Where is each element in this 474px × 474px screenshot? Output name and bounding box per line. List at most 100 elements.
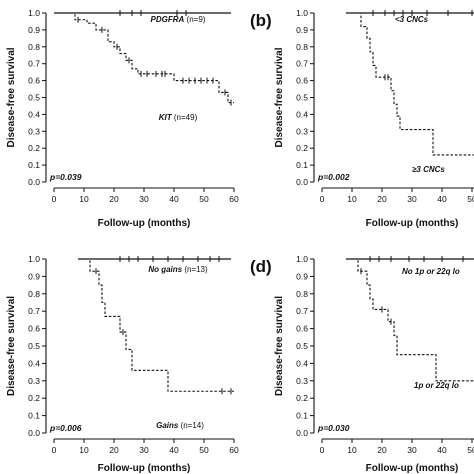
series-name: PDGFRA <box>151 15 185 24</box>
x-tick-label: 10 <box>79 445 89 455</box>
y-tick-label: 0.3 <box>296 126 308 136</box>
y-tick-label: 0.5 <box>296 341 308 351</box>
survival-curve-dashed <box>63 12 234 104</box>
y-tick-label: 0.6 <box>28 76 40 86</box>
survival-curve-dashed <box>87 258 234 392</box>
x-tick-label: 30 <box>407 194 417 204</box>
km-panel-2: (b) 0.0 0.1 0.2 0.3 0.4 0.5 0.6 0.7 0.8 0.9 1.0 0 10 2… <box>250 8 474 229</box>
y-tick-label: 0.9 <box>296 271 308 281</box>
x-tick-label: 30 <box>139 194 149 204</box>
x-tick-label: 50 <box>199 194 209 204</box>
y-tick-label: 1.0 <box>28 8 40 18</box>
y-tick-label: 0.6 <box>296 324 308 334</box>
x-tick-label: 20 <box>109 445 119 455</box>
y-axis-title: Disease-free survival <box>274 47 285 147</box>
y-axis-title: Disease-free survival <box>274 296 285 396</box>
x-axis-title: Follow-up (months) <box>366 218 459 229</box>
series-label: Gains (n=14) <box>156 421 204 430</box>
x-tick-label: 20 <box>377 445 387 455</box>
panel-letter: (d) <box>250 257 272 276</box>
x-tick-label: 30 <box>407 445 417 455</box>
series-label: 1p or 22q lo <box>414 381 459 390</box>
x-tick-label: 0 <box>52 194 57 204</box>
y-tick-label: 0.5 <box>28 93 40 103</box>
series-name: KIT <box>159 113 173 122</box>
y-tick-label: 0.3 <box>28 126 40 136</box>
series-n: (n=49) <box>172 113 198 122</box>
y-tick-label: 0.4 <box>28 358 40 368</box>
y-tick-label: 0.5 <box>296 93 308 103</box>
series-label: No 1p or 22q lo <box>402 267 460 276</box>
y-tick-label: 1.0 <box>296 8 308 18</box>
km-panel-4: (d) 0.0 0.1 0.2 0.3 0.4 0.5 0.6 0.7 0.8 0.9 1.0 0 10 2… <box>250 254 474 474</box>
y-axis-title: Disease-free survival <box>6 47 17 147</box>
x-tick-label: 10 <box>347 445 357 455</box>
y-tick-label: 0.0 <box>296 428 308 438</box>
y-tick-label: 0.2 <box>28 393 40 403</box>
y-tick-label: 0.2 <box>28 143 40 153</box>
x-tick-label: 20 <box>109 194 119 204</box>
x-tick-label: 60 <box>229 445 239 455</box>
y-tick-label: 0.8 <box>296 289 308 299</box>
km-panel-3: )0.00.10.20.30.40.50.60.70.80.91.0010203… <box>6 254 239 474</box>
survival-curve-dashed <box>346 258 474 382</box>
y-tick-label: 0.2 <box>296 393 308 403</box>
series-label: KIT (n=49) <box>159 113 198 122</box>
y-tick-label: 0.7 <box>296 306 308 316</box>
y-tick-label: 0.1 <box>296 160 308 170</box>
y-tick-label: 0.5 <box>28 341 40 351</box>
y-tick-label: 0.6 <box>28 324 40 334</box>
series-n: (n=14) <box>178 421 204 430</box>
y-tick-label: 1.0 <box>28 254 40 264</box>
y-tick-label: 0.9 <box>28 271 40 281</box>
panel-letter: (b) <box>250 11 272 30</box>
y-tick-label: 0.3 <box>296 376 308 386</box>
survival-curve-dashed <box>346 12 474 156</box>
series-name: ≥3 CNCs <box>412 165 445 174</box>
x-tick-label: 40 <box>437 194 447 204</box>
y-tick-label: 0.0 <box>28 177 40 187</box>
y-tick-label: 0.4 <box>28 109 40 119</box>
x-tick-label: 10 <box>79 194 89 204</box>
x-axis-title: Follow-up (months) <box>98 218 191 229</box>
y-tick-label: 0.7 <box>296 59 308 69</box>
p-value: p=0.039 <box>49 172 82 182</box>
series-n: (n=9) <box>184 15 205 24</box>
y-tick-label: 0.8 <box>28 289 40 299</box>
y-tick-label: 0.3 <box>28 376 40 386</box>
y-tick-label: 1.0 <box>296 254 308 264</box>
y-tick-label: 0.0 <box>28 428 40 438</box>
series-name: No gains <box>148 265 182 274</box>
x-tick-label: 40 <box>169 445 179 455</box>
x-tick-label: 50 <box>199 445 209 455</box>
series-label: PDGFRA (n=9) <box>151 15 206 24</box>
x-tick-label: 20 <box>377 194 387 204</box>
x-tick-label: 0 <box>320 445 325 455</box>
x-tick-label: 10 <box>347 194 357 204</box>
series-label: No gains (n=13) <box>148 265 208 274</box>
p-value: p=0.002 <box>317 172 350 182</box>
y-tick-label: 0.1 <box>28 160 40 170</box>
x-tick-label: 30 <box>139 445 149 455</box>
x-tick-label: 50 <box>467 445 474 455</box>
x-axis-title: Follow-up (months) <box>98 463 191 474</box>
y-tick-label: 0.9 <box>28 25 40 35</box>
series-name: Gains <box>156 421 179 430</box>
p-value: p=0.030 <box>317 423 350 433</box>
x-tick-label: 50 <box>467 194 474 204</box>
y-tick-label: 0.0 <box>296 177 308 187</box>
x-tick-label: 0 <box>52 445 57 455</box>
x-tick-label: 40 <box>169 194 179 204</box>
y-tick-label: 0.8 <box>296 42 308 52</box>
y-tick-label: 0.4 <box>296 109 308 119</box>
series-label: <3 CNCs <box>395 15 429 24</box>
x-tick-label: 60 <box>229 194 239 204</box>
x-tick-label: 40 <box>437 445 447 455</box>
series-label: ≥3 CNCs <box>412 165 445 174</box>
y-tick-label: 0.7 <box>28 306 40 316</box>
y-tick-label: 0.8 <box>28 42 40 52</box>
x-tick-label: 0 <box>320 194 325 204</box>
km-panel-1: )0.00.10.20.30.40.50.60.70.80.91.0010203… <box>6 8 239 229</box>
series-n: (n=13) <box>182 265 208 274</box>
